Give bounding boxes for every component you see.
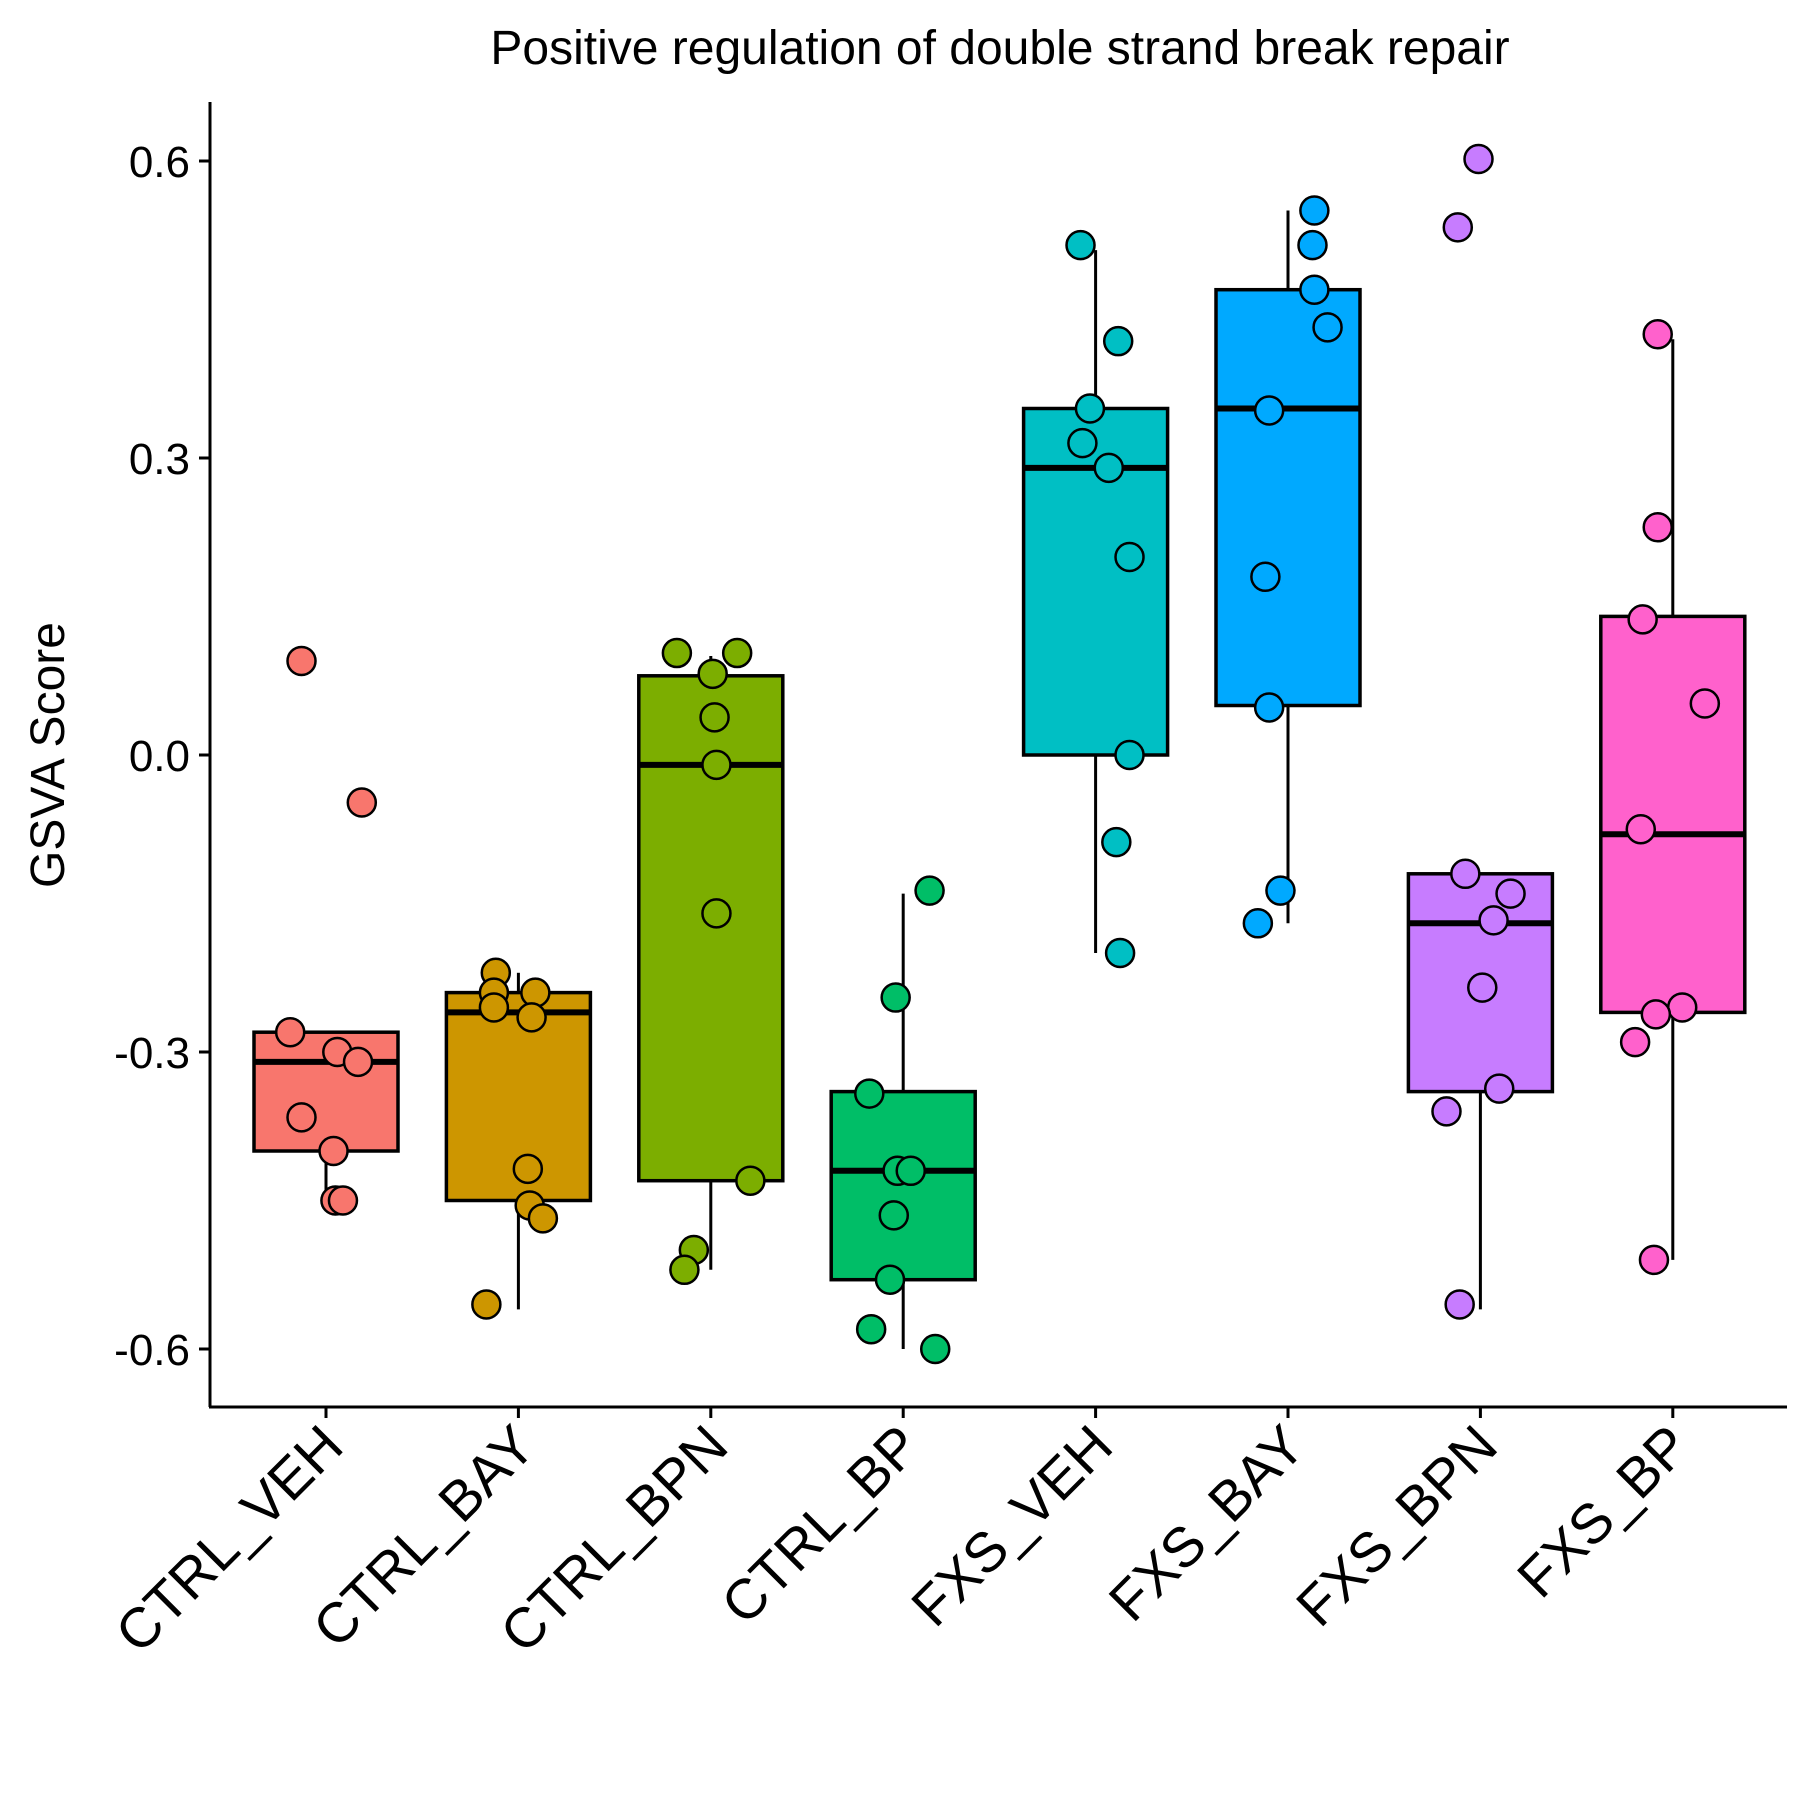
box-group-ctrl-bpn: [637, 637, 785, 1286]
box: [1214, 287, 1362, 708]
data-point: [1625, 814, 1657, 845]
box: [829, 1089, 977, 1282]
data-point: [1478, 905, 1509, 936]
data-point: [1450, 858, 1481, 890]
box-group-ctrl-veh: [252, 645, 400, 1216]
data-point: [1250, 561, 1281, 593]
data-point: [1638, 1244, 1670, 1276]
chart-title: Positive regulation of double strand bre…: [490, 22, 1509, 75]
data-point: [735, 1165, 766, 1196]
data-point: [701, 749, 732, 781]
data-point: [661, 637, 693, 669]
data-point: [1483, 1073, 1515, 1104]
data-point: [1431, 1096, 1462, 1127]
data-point: [1463, 143, 1494, 175]
box-group-fxs-veh: [1021, 229, 1170, 969]
box-series: [252, 143, 1747, 1365]
data-point: [1312, 312, 1343, 343]
data-point: [327, 1185, 359, 1216]
data-point: [1067, 427, 1098, 459]
data-point: [520, 977, 551, 1008]
y-tick-label: -0.3: [114, 1029, 190, 1078]
data-point: [342, 1046, 374, 1078]
data-point: [1642, 512, 1673, 543]
box-group-fxs-bpn: [1406, 143, 1555, 1320]
data-point: [1253, 395, 1285, 426]
data-point: [1442, 212, 1474, 243]
data-point: [318, 1135, 349, 1167]
data-point: [1102, 325, 1134, 357]
data-point: [697, 658, 728, 690]
data-point: [1065, 229, 1096, 261]
box-group-ctrl-bay: [444, 957, 593, 1320]
data-point: [1104, 937, 1136, 969]
data-point: [1666, 992, 1698, 1023]
x-tick-label: FXS_BP: [1505, 1413, 1701, 1609]
y-axis-ticks: 0.6 0.3 0.0 -0.3 -0.6: [114, 138, 210, 1375]
x-tick-label: FXS_BAY: [1097, 1413, 1317, 1633]
y-tick-label: -0.6: [114, 1326, 190, 1375]
x-tick-label: FXS_VEH: [899, 1413, 1124, 1638]
data-point: [1242, 908, 1274, 939]
y-tick-label: 0.3: [129, 435, 190, 484]
data-point: [1253, 692, 1285, 723]
data-point: [880, 982, 911, 1013]
data-point: [895, 1155, 926, 1187]
data-point: [1299, 274, 1330, 305]
y-tick-label: 0.6: [129, 138, 190, 187]
box-group-fxs-bay: [1214, 195, 1362, 939]
data-point: [471, 1289, 502, 1320]
data-point: [274, 1016, 306, 1048]
data-point: [1114, 541, 1145, 573]
data-point: [1265, 875, 1296, 906]
data-point: [874, 1264, 906, 1295]
data-point: [478, 992, 510, 1023]
data-point: [1299, 195, 1330, 226]
data-point: [1074, 393, 1106, 424]
data-point: [527, 1203, 559, 1234]
data-point: [1640, 999, 1672, 1030]
data-point: [1627, 604, 1658, 635]
data-point: [286, 1102, 317, 1133]
data-point: [1114, 739, 1145, 771]
data-point: [1495, 878, 1526, 909]
data-point: [1444, 1289, 1475, 1320]
data-point: [1467, 972, 1498, 1003]
y-tick-label: 0.0: [129, 732, 190, 781]
data-point: [701, 898, 732, 929]
data-point: [919, 1333, 951, 1365]
data-point: [878, 1200, 910, 1231]
box-group-ctrl-bp: [829, 875, 977, 1365]
box: [1599, 614, 1747, 1015]
data-point: [855, 1313, 887, 1345]
data-point: [854, 1078, 885, 1109]
data-point: [286, 645, 317, 677]
data-point: [1689, 688, 1721, 719]
data-point: [1297, 229, 1328, 261]
data-point: [346, 787, 378, 818]
x-tick-label: CTRL_BP: [709, 1413, 932, 1636]
data-point: [721, 637, 753, 669]
y-axis-label: GSVA Score: [22, 622, 75, 888]
data-point: [512, 1153, 544, 1185]
data-point: [699, 702, 730, 733]
data-point: [1642, 319, 1673, 350]
data-point: [669, 1254, 700, 1286]
x-tick-label: FXS_BPN: [1284, 1413, 1509, 1638]
x-axis-ticks: CTRL_VEHCTRL_BAYCTRL_BPNCTRL_BPFXS_VEHFX…: [103, 1407, 1701, 1664]
data-point: [1093, 452, 1125, 484]
data-point: [914, 875, 945, 906]
data-point: [1101, 826, 1132, 858]
data-point: [516, 1002, 547, 1033]
box-group-fxs-bp: [1599, 319, 1747, 1276]
data-point: [1619, 1026, 1651, 1058]
